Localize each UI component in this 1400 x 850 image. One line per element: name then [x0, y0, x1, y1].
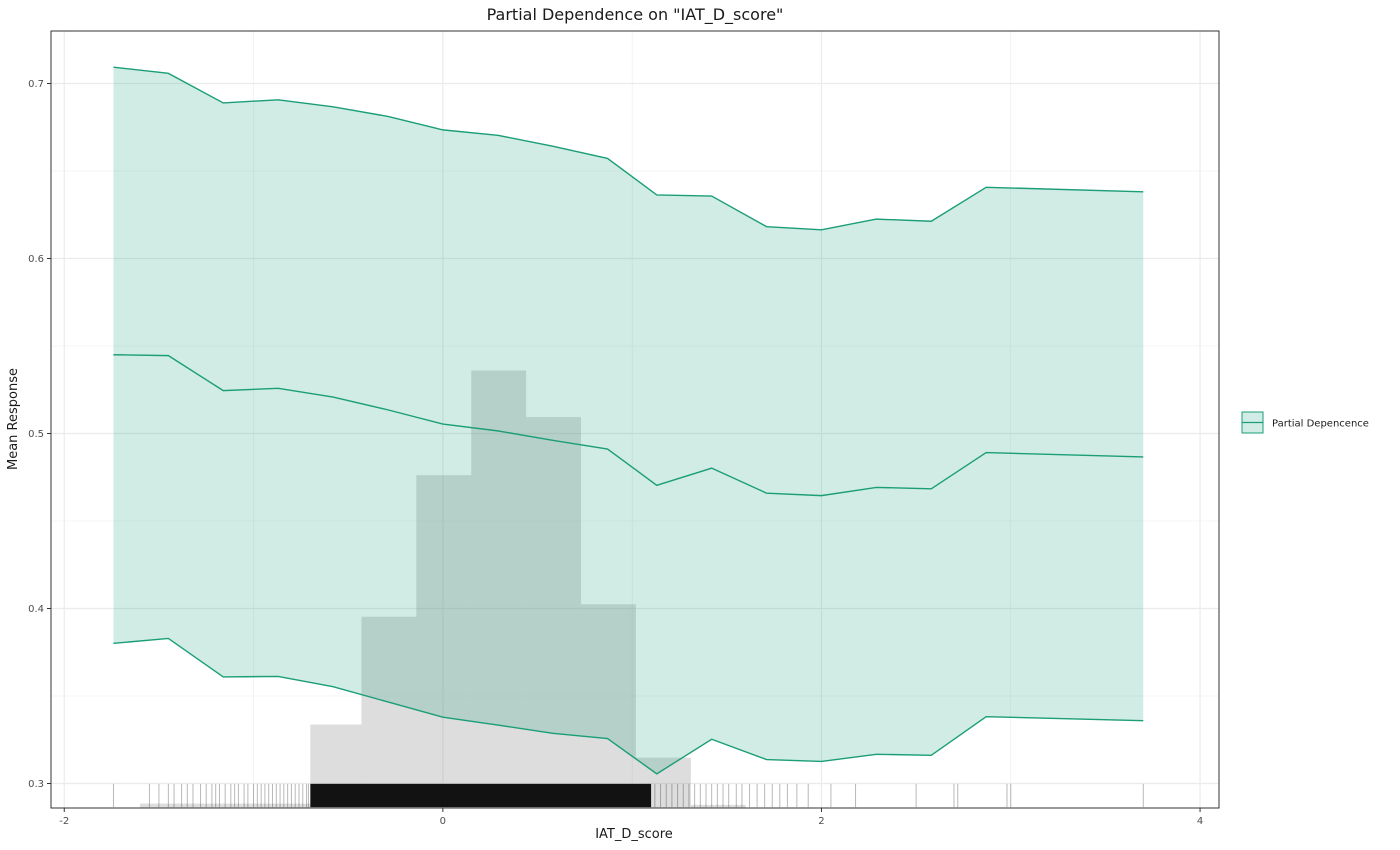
mean-response-line [113, 354, 1144, 497]
rug-marks [112, 783, 1144, 808]
x-tick-label: -2 [59, 816, 69, 827]
panel-background [51, 31, 1219, 808]
histogram-bar [690, 804, 746, 808]
x-tick-label: 4 [1197, 816, 1203, 827]
chart-title: Partial Dependence on "IAT_D_score" [487, 5, 784, 25]
x-axis-title: IAT_D_score [595, 827, 673, 842]
y-axis: 0.3 0.4 0.5 0.6 0.7 [28, 79, 51, 790]
lower-bound-line [113, 637, 1144, 775]
plot-panel [51, 31, 1219, 808]
histogram-bar [139, 803, 197, 808]
histogram-bar [416, 475, 472, 808]
histogram-bar [581, 604, 636, 808]
x-tick-label: 2 [818, 816, 824, 827]
legend-label: Partial Depencence [1272, 419, 1369, 430]
histogram-bar [361, 616, 417, 808]
y-tick-label: 0.6 [28, 254, 44, 265]
grid-lines [51, 31, 1219, 808]
y-tick-label: 0.5 [28, 429, 44, 440]
histogram-bar [471, 370, 527, 808]
histogram-bar [253, 803, 311, 808]
ribbon-area [113, 67, 1144, 774]
rug-dense-block [310, 783, 652, 808]
panel-border [50, 30, 1220, 809]
x-axis: -2 0 2 4 [59, 808, 1203, 827]
y-tick-label: 0.4 [28, 604, 44, 615]
y-tick-label: 0.7 [28, 79, 44, 90]
panel-border-rect [50, 30, 1220, 809]
x-tick-label: 0 [440, 816, 446, 827]
y-tick-label: 0.3 [28, 779, 44, 790]
confidence-ribbon [113, 67, 1144, 774]
series-lines [113, 66, 1144, 775]
histogram-bar [526, 417, 582, 808]
histogram-bar [196, 803, 254, 808]
upper-bound-line [113, 66, 1144, 231]
y-axis-title: Mean Response [6, 368, 21, 470]
legend: Partial Depencence [1241, 411, 1369, 434]
